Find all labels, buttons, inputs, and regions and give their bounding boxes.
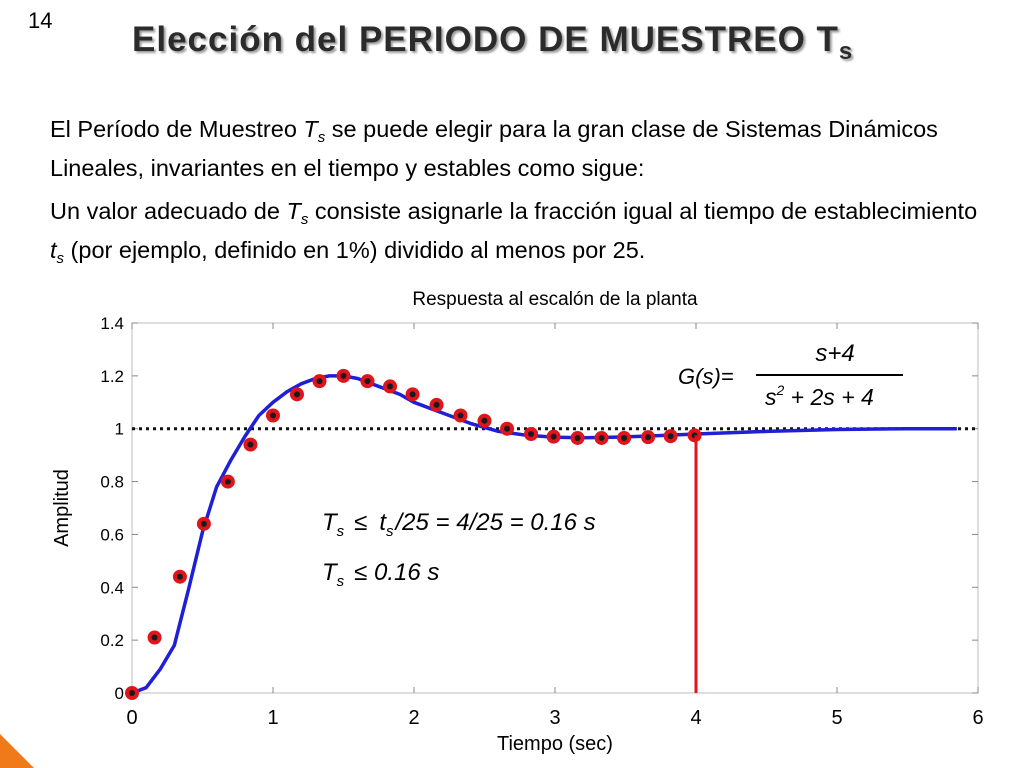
y-tick-labels: 0 0.2 0.4 0.6 0.8 1 1.2 1.4 [100, 314, 124, 703]
para2-ts-subscript: s [301, 211, 309, 228]
y-tick-label: 1.4 [100, 314, 124, 333]
para1-text-a: El Período de Muestreo [50, 116, 304, 142]
sample-marker-dot [129, 690, 135, 696]
x-tick-label: 4 [690, 707, 701, 729]
sample-marker-dot [340, 372, 347, 379]
axis-ticks [131, 322, 979, 694]
sample-marker-dot [270, 412, 276, 419]
sample-marker-dot [176, 573, 183, 580]
para1-text-b: se puede elegir para la gran clase de Si… [50, 116, 938, 181]
y-axis-label: Amplitud [51, 469, 73, 547]
sample-marker-dot [598, 434, 605, 441]
x-tick-label: 2 [408, 707, 419, 729]
slide-title-main: Elección del PERIODO DE MUESTREO T [132, 20, 839, 59]
ineq2-rest: ≤ 0.16 s [354, 559, 439, 586]
transfer-function-lhs: G(s)= [678, 364, 734, 389]
ts-inequality-2: Ts ≤ 0.16 s [322, 559, 439, 590]
sample-marker-dot [247, 441, 254, 448]
paragraph-settling-time: Un valor adecuado de Ts consiste asignar… [50, 196, 990, 274]
ts-inequality-1: Ts ≤ ts/25 = 4/25 = 0.16 s [322, 509, 596, 540]
para1-ts-subscript: s [318, 129, 326, 146]
sample-marker-dot [481, 417, 488, 424]
y-tick-label: 1.2 [100, 367, 124, 386]
sample-marker-dot [645, 434, 652, 441]
transfer-function-numerator: s+4 [815, 340, 854, 367]
slide-number: 14 [28, 8, 53, 33]
y-tick-label: 1 [115, 420, 124, 439]
transfer-function: G(s)= s+4 s2 + 2s + 4 [678, 340, 903, 410]
y-tick-label: 0.6 [100, 525, 124, 544]
para2-text-c: (por ejemplo, definido en 1%) dividido a… [64, 237, 646, 263]
x-axis-label: Tiempo (sec) [497, 733, 613, 755]
para2-ts-subscript-letter: s [300, 211, 309, 228]
sample-marker-dot [387, 383, 394, 390]
para2-t-subscript-letter: s [56, 250, 65, 267]
y-tick-label: 0.8 [100, 473, 124, 492]
sample-marker-dot [574, 434, 581, 441]
chart-title: Respuesta al escalón de la planta [412, 289, 698, 310]
para2-text-b: consiste asignarle la fracción igual al … [308, 198, 978, 224]
ineq2-ts: T [322, 559, 339, 586]
para2-t-subscript: s [57, 250, 65, 267]
sample-marker-dot [409, 391, 416, 398]
x-tick-label: 0 [126, 707, 137, 729]
den-rest: + 2s + 4 [784, 384, 874, 410]
slide-title-subscript: s [838, 38, 854, 65]
sample-marker-dot [316, 378, 323, 385]
sample-marker-dot [224, 478, 231, 485]
x-tick-label: 5 [831, 707, 842, 729]
corner-decoration [0, 734, 34, 768]
y-tick-label: 0.4 [100, 578, 124, 597]
sample-marker-dot [667, 433, 674, 440]
plot-frame [131, 322, 979, 694]
sample-marker-dot [200, 520, 207, 527]
sample-marker-dot [293, 391, 300, 398]
x-tick-label: 6 [972, 707, 983, 729]
sample-marker-dot [151, 634, 158, 641]
x-tick-label: 3 [549, 707, 560, 729]
sample-marker-dot [457, 412, 464, 419]
x-tick-labels: 0 1 2 3 4 5 6 [126, 707, 983, 729]
ineq1-t-sub: s [386, 523, 394, 540]
paragraph-sampling-period: El Período de Muestreo Ts se puede elegi… [50, 114, 990, 184]
para1-ts-subscript-letter: s [317, 129, 326, 146]
x-tick-label: 1 [267, 707, 278, 729]
sample-marker-dot [504, 425, 511, 432]
slide-title: Elección del PERIODO DE MUESTREO Ts [132, 20, 853, 66]
ineq2-ts-sub: s [337, 573, 345, 590]
sample-marker-dot [550, 433, 557, 440]
sample-marker-dot [364, 378, 371, 385]
para2-text-a: Un valor adecuado de [50, 198, 287, 224]
den-exponent: 2 [776, 382, 785, 398]
ineq1-t: t [379, 509, 387, 536]
ineq1-le: ≤ [354, 509, 367, 536]
para2-ts-symbol: T [286, 198, 301, 224]
ineq1-ts: T [322, 509, 339, 536]
y-tick-label: 0 [115, 684, 124, 703]
sample-marker-dot [528, 431, 535, 437]
para1-ts-symbol: T [303, 116, 318, 142]
para2-t-symbol: t [50, 237, 57, 263]
ineq1-ts-sub: s [337, 523, 345, 540]
ineq1-rest: /25 = 4/25 = 0.16 s [394, 509, 596, 536]
transfer-function-denominator: s2 + 2s + 4 [765, 382, 874, 410]
sample-marker-dot [433, 401, 440, 408]
den-s: s [765, 384, 777, 410]
y-tick-label: 0.2 [100, 631, 124, 650]
sample-marker-dot [621, 434, 628, 441]
